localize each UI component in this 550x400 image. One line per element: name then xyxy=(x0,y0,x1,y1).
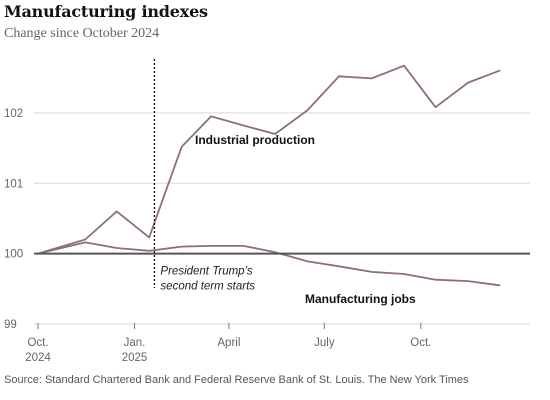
source-text: Source: Standard Chartered Bank and Fede… xyxy=(4,374,365,386)
series-label: Manufacturing jobs xyxy=(305,292,416,306)
chart-title: Manufacturing indexes xyxy=(4,2,208,21)
x-tick-label: April xyxy=(217,337,240,349)
chart-subtitle: Change since October 2024 xyxy=(4,26,160,41)
series-label: Industrial production xyxy=(195,133,315,147)
y-tick-label: 101 xyxy=(4,178,23,190)
credit-text: The New York Times xyxy=(367,374,469,386)
y-tick-label: 99 xyxy=(4,319,17,331)
y-tick-label: 102 xyxy=(4,108,23,120)
source-note: Source: Standard Chartered Bank and Fede… xyxy=(4,374,469,386)
y-tick-label: 100 xyxy=(4,249,23,261)
annotation-text: President Trump’s xyxy=(160,266,252,278)
x-tick-label: Jan. xyxy=(124,337,146,349)
annotation-text: second term starts xyxy=(160,281,255,293)
x-tick-label: Oct. xyxy=(27,337,48,349)
x-tick-year-label: 2024 xyxy=(25,352,51,364)
x-tick-label: Oct. xyxy=(410,337,431,349)
x-tick-year-label: 2025 xyxy=(122,352,148,364)
series-line-manufacturing-jobs xyxy=(37,241,501,287)
x-tick-label: July xyxy=(314,337,335,349)
series-line-industrial-production xyxy=(37,64,501,255)
